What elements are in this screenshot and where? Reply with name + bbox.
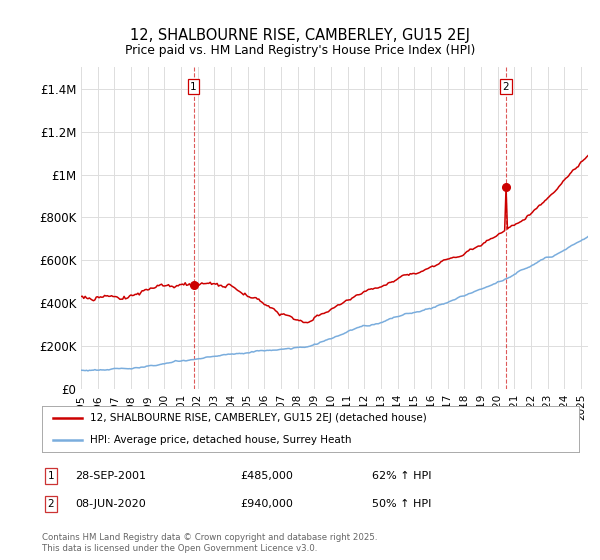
Text: HPI: Average price, detached house, Surrey Heath: HPI: Average price, detached house, Surr…	[91, 435, 352, 445]
Text: 50% ↑ HPI: 50% ↑ HPI	[372, 499, 431, 509]
Text: 1: 1	[47, 471, 55, 481]
Text: 28-SEP-2001: 28-SEP-2001	[75, 471, 146, 481]
Text: Contains HM Land Registry data © Crown copyright and database right 2025.
This d: Contains HM Land Registry data © Crown c…	[42, 534, 377, 553]
Text: £940,000: £940,000	[240, 499, 293, 509]
Text: 1: 1	[190, 82, 197, 91]
Text: 62% ↑ HPI: 62% ↑ HPI	[372, 471, 431, 481]
Text: 12, SHALBOURNE RISE, CAMBERLEY, GU15 2EJ: 12, SHALBOURNE RISE, CAMBERLEY, GU15 2EJ	[130, 28, 470, 43]
Text: Price paid vs. HM Land Registry's House Price Index (HPI): Price paid vs. HM Land Registry's House …	[125, 44, 475, 57]
Text: 2: 2	[503, 82, 509, 91]
Text: 12, SHALBOURNE RISE, CAMBERLEY, GU15 2EJ (detached house): 12, SHALBOURNE RISE, CAMBERLEY, GU15 2EJ…	[91, 413, 427, 423]
Text: 2: 2	[47, 499, 55, 509]
Text: 08-JUN-2020: 08-JUN-2020	[75, 499, 146, 509]
Text: £485,000: £485,000	[240, 471, 293, 481]
